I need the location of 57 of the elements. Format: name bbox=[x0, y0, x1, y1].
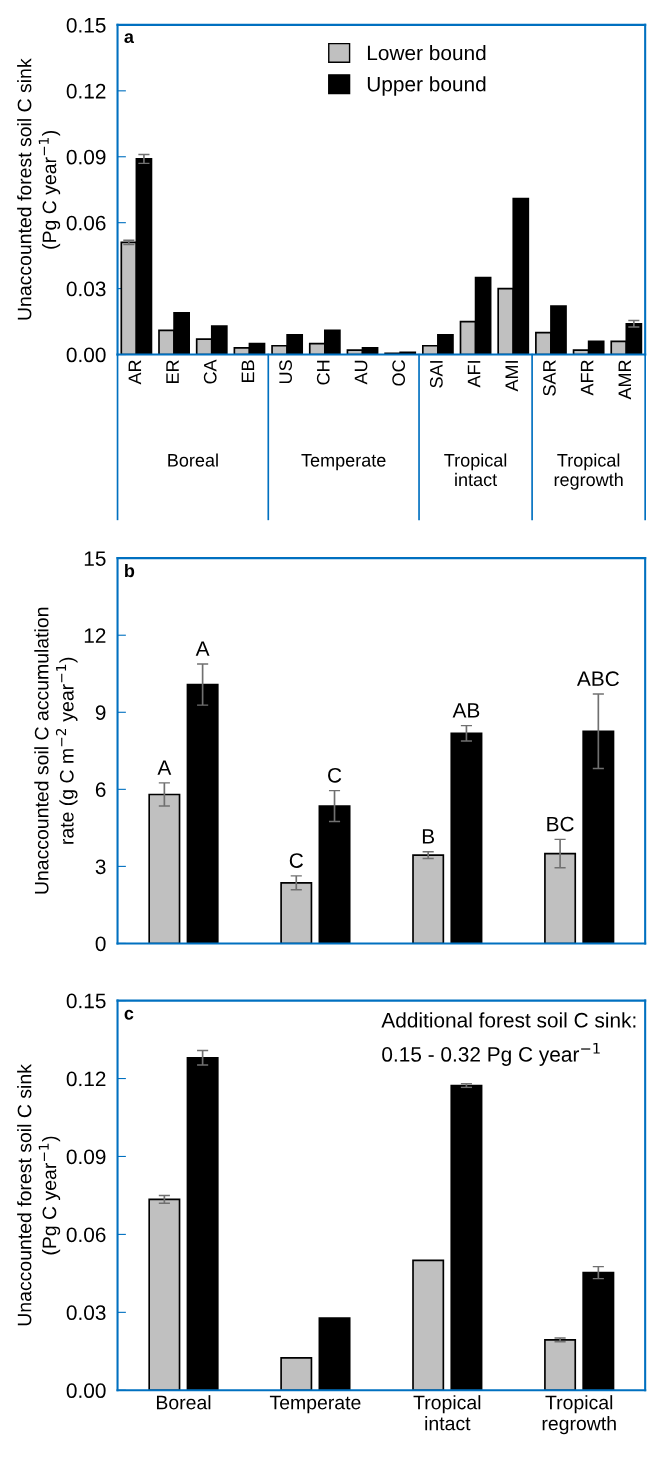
x-tick-label: Tropical intact bbox=[413, 1395, 481, 1431]
data-label: C bbox=[328, 767, 342, 783]
x-tick-label: Boreal bbox=[156, 1395, 211, 1410]
y-tick-label: 0.03 bbox=[66, 1305, 106, 1321]
y-tick-label: 9 bbox=[95, 705, 106, 721]
chart-title: a bbox=[124, 33, 135, 44]
x-tick-label: AR bbox=[128, 360, 142, 385]
data-label: A bbox=[157, 760, 172, 775]
text: Tropical regrowth bbox=[554, 453, 623, 490]
data-label: BC bbox=[547, 816, 574, 832]
y-tick-label: 0.12 bbox=[66, 83, 106, 99]
text: Tropical intact bbox=[444, 453, 507, 487]
y-tick-label: 0.15 bbox=[66, 17, 106, 33]
y-axis-title: Unaccounted soil C accumulation rate (g C m$^{−2}$ year$^{−1}$) bbox=[34, 607, 78, 894]
x-tick-label: AMR bbox=[618, 360, 631, 400]
chart-title: b bbox=[125, 563, 135, 578]
x-tick-label: CA bbox=[203, 359, 217, 384]
y-tick-label: 0 bbox=[95, 936, 106, 952]
y-tick-label: 0.12 bbox=[66, 1071, 106, 1087]
data-label: ABC bbox=[576, 671, 619, 687]
y-tick-label: 0.09 bbox=[66, 1149, 106, 1165]
x-tick-label: AMI bbox=[505, 361, 518, 392]
y-tick-label: 0.00 bbox=[66, 347, 106, 363]
x-tick-label: Tropical regrowth bbox=[542, 1395, 616, 1435]
y-tick-label: 0.00 bbox=[66, 1383, 106, 1399]
y-axis-title: Unaccounted forest soil C sink (Pg C year$^{−1}$) bbox=[17, 1064, 61, 1326]
y-tick-label: 6 bbox=[95, 782, 106, 798]
x-tick-label: EB bbox=[241, 360, 255, 382]
x-tick-label: AFR bbox=[580, 360, 594, 396]
text: Temperate bbox=[301, 454, 386, 471]
y-tick-label: 0.15 bbox=[66, 993, 106, 1009]
legend-label: Upper bound bbox=[367, 76, 486, 96]
text: Boreal bbox=[168, 453, 218, 467]
x-tick-label: SAR bbox=[543, 360, 556, 396]
chart-title: c bbox=[124, 1009, 134, 1020]
y-tick-label: 15 bbox=[84, 551, 106, 566]
data-label: C bbox=[289, 853, 303, 868]
annotation: Additional forest soil C sink: 0.15 - 0.32 Pg C year$^{−1}$ bbox=[381, 1012, 636, 1066]
y-tick-label: 0.06 bbox=[66, 1227, 106, 1243]
x-tick-label: AU bbox=[354, 360, 368, 385]
data-label: AB bbox=[452, 703, 480, 718]
x-tick-label: Temperate bbox=[269, 1395, 361, 1414]
y-tick-label: 0.03 bbox=[66, 281, 106, 297]
data-label: A bbox=[195, 641, 210, 656]
x-tick-label: SAI bbox=[429, 361, 443, 388]
x-tick-label: CH bbox=[316, 360, 330, 385]
x-tick-label: US bbox=[279, 360, 292, 384]
x-tick-label: ER bbox=[166, 360, 179, 383]
y-tick-label: 3 bbox=[95, 859, 106, 875]
y-axis-title: Unaccounted forest soil C sink (Pg C year$^{−1}$) bbox=[17, 58, 61, 320]
y-tick-label: 0.09 bbox=[66, 149, 106, 165]
legend-label: Lower bound bbox=[367, 45, 486, 61]
y-tick-label: 0.06 bbox=[66, 215, 106, 231]
y-tick-label: 12 bbox=[84, 628, 106, 643]
x-tick-label: AFI bbox=[467, 361, 481, 388]
x-tick-label: OC bbox=[392, 360, 406, 386]
data-label: B bbox=[422, 829, 435, 844]
